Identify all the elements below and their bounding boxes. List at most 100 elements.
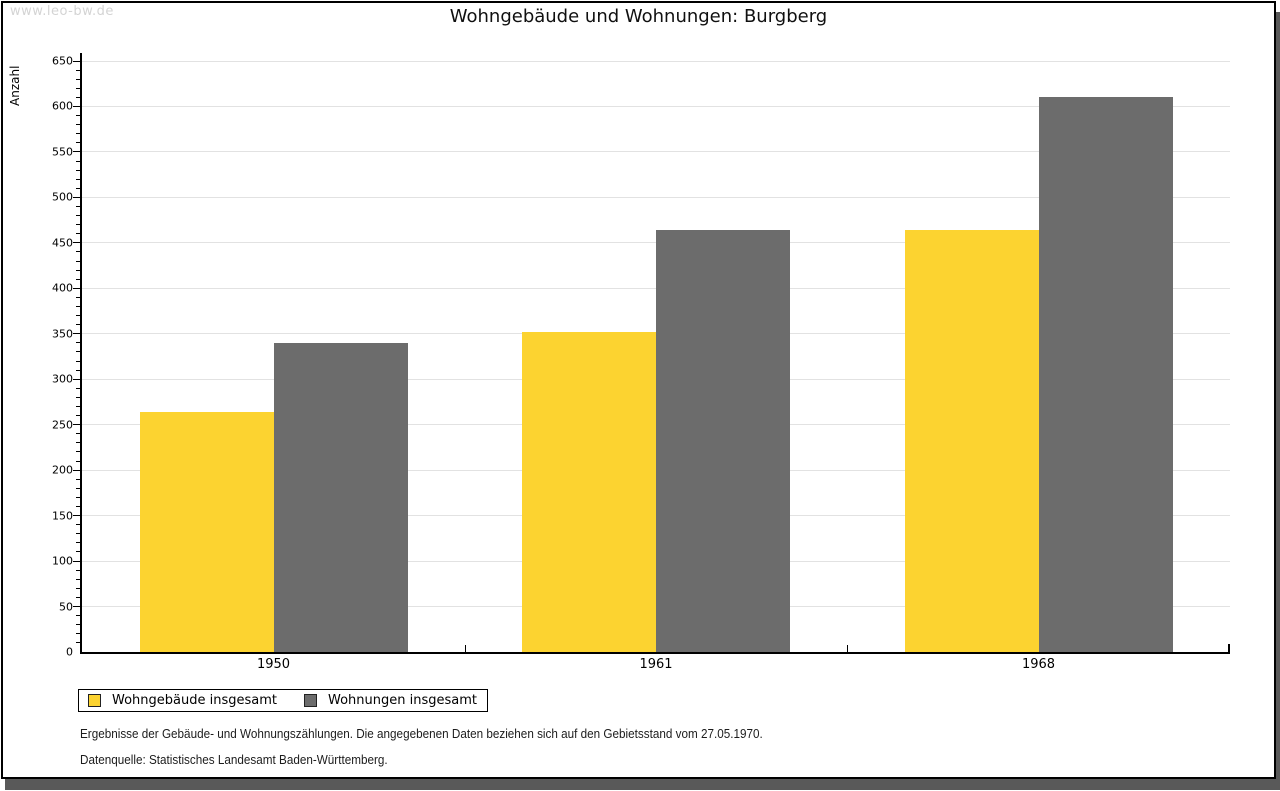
y-major-tick <box>73 469 80 471</box>
y-major-tick <box>73 378 80 380</box>
y-tick-label-200: 200 <box>52 463 73 477</box>
legend-item-wohngebaeude: Wohngebäude insgesamt <box>88 693 277 708</box>
y-minor-tick <box>76 587 80 589</box>
y-tick-label-550: 550 <box>52 145 73 159</box>
y-minor-tick <box>76 496 80 498</box>
y-minor-tick <box>76 460 80 462</box>
y-minor-tick <box>76 133 80 135</box>
y-tick-label-250: 250 <box>52 418 73 432</box>
y-major-tick <box>73 560 80 562</box>
y-tick-label-500: 500 <box>52 190 73 204</box>
y-tick-label-600: 600 <box>52 99 73 113</box>
y-major-tick <box>73 151 80 153</box>
y-major-tick <box>73 242 80 244</box>
y-major-tick <box>73 606 80 608</box>
y-minor-tick <box>76 305 80 307</box>
y-minor-tick <box>76 260 80 262</box>
bar-1961-wohnungen <box>656 230 790 652</box>
y-tick-label-650: 650 <box>52 54 73 68</box>
y-tick-label-150: 150 <box>52 509 73 523</box>
y-minor-tick <box>76 215 80 217</box>
y-minor-tick <box>76 387 80 389</box>
y-minor-tick <box>76 506 80 508</box>
y-minor-tick <box>76 578 80 580</box>
y-minor-tick <box>76 269 80 271</box>
y-major-tick <box>73 60 80 62</box>
y-minor-tick <box>76 633 80 635</box>
y-minor-tick <box>76 551 80 553</box>
bar-1961-wohngebaeude <box>522 331 656 652</box>
y-minor-tick <box>76 224 80 226</box>
y-minor-tick <box>76 87 80 89</box>
y-major-tick <box>73 424 80 426</box>
y-minor-tick <box>76 187 80 189</box>
y-minor-tick <box>76 324 80 326</box>
x-boundary-tick-1 <box>465 645 466 652</box>
legend-label-wohnungen: Wohnungen insgesamt <box>328 693 477 708</box>
gridline-600 <box>82 105 1230 107</box>
y-minor-tick <box>76 524 80 526</box>
y-minor-tick <box>76 205 80 207</box>
y-minor-tick <box>76 178 80 180</box>
x-category-label-1961: 1961 <box>639 657 673 672</box>
y-minor-tick <box>76 115 80 117</box>
y-axis-line <box>80 53 82 654</box>
y-minor-tick <box>76 406 80 407</box>
y-minor-tick <box>76 233 80 235</box>
y-minor-tick <box>76 124 80 126</box>
legend-swatch-wohngebaeude <box>88 694 101 707</box>
y-minor-tick <box>76 478 80 480</box>
bar-1950-wohngebaeude <box>139 411 274 652</box>
y-minor-tick <box>76 78 80 80</box>
y-minor-tick <box>76 96 80 98</box>
chart-frame: www.leo-bw.de Wohngebäude und Wohnungen:… <box>1 1 1276 779</box>
y-tick-label-0: 0 <box>66 645 73 659</box>
footer: Ergebnisse der Gebäude- und Wohnungszähl… <box>80 726 839 767</box>
bar-1968-wohnungen <box>1038 97 1173 652</box>
y-minor-tick <box>76 487 80 489</box>
bar-1968-wohngebaeude <box>904 230 1039 652</box>
y-minor-tick <box>76 278 80 280</box>
y-tick-label-450: 450 <box>52 236 73 250</box>
y-tick-label-300: 300 <box>52 372 73 386</box>
watermark: www.leo-bw.de <box>10 4 114 19</box>
y-minor-tick <box>76 542 80 544</box>
y-minor-tick <box>76 596 80 598</box>
y-minor-tick <box>76 442 80 444</box>
y-minor-tick <box>76 360 80 362</box>
y-minor-tick <box>76 315 80 317</box>
y-minor-tick <box>76 615 80 617</box>
x-end-tick <box>1228 644 1230 652</box>
y-minor-tick <box>76 369 80 371</box>
y-minor-tick <box>76 142 80 144</box>
footer-note: Ergebnisse der Gebäude- und Wohnungszähl… <box>80 726 763 741</box>
x-axis-line <box>80 652 1230 654</box>
legend: Wohngebäude insgesamt Wohnungen insgesam… <box>78 689 488 712</box>
y-tick-label-350: 350 <box>52 327 73 341</box>
y-minor-tick <box>76 251 80 253</box>
x-boundary-tick-2 <box>847 645 848 652</box>
legend-label-wohngebaeude: Wohngebäude insgesamt <box>112 693 277 708</box>
y-minor-tick <box>76 396 80 398</box>
y-minor-tick <box>76 342 80 344</box>
gridline-500 <box>82 196 1230 198</box>
footer-source: Datenquelle: Statistisches Landesamt Bad… <box>80 752 388 767</box>
y-major-tick <box>73 196 80 198</box>
y-major-tick <box>73 105 80 107</box>
plot-area: 0 50 100 150 200 250 300 350 400 450 500 550 600 650 1… <box>52 53 1230 672</box>
y-minor-tick <box>76 433 80 435</box>
y-minor-tick <box>76 296 80 298</box>
y-minor-tick <box>76 533 80 535</box>
gridline-550 <box>82 151 1230 153</box>
y-minor-tick <box>76 69 80 71</box>
gridline-650 <box>82 60 1230 62</box>
y-minor-tick <box>76 160 80 162</box>
x-category-label-1968: 1968 <box>1021 657 1056 672</box>
y-minor-tick <box>76 642 80 644</box>
y-major-tick <box>73 515 80 517</box>
legend-item-wohnungen: Wohnungen insgesamt <box>304 693 477 708</box>
y-axis-label: Anzahl <box>8 65 22 106</box>
y-major-tick <box>73 333 80 335</box>
legend-swatch-wohnungen <box>304 694 317 707</box>
y-tick-label-50: 50 <box>59 600 73 614</box>
